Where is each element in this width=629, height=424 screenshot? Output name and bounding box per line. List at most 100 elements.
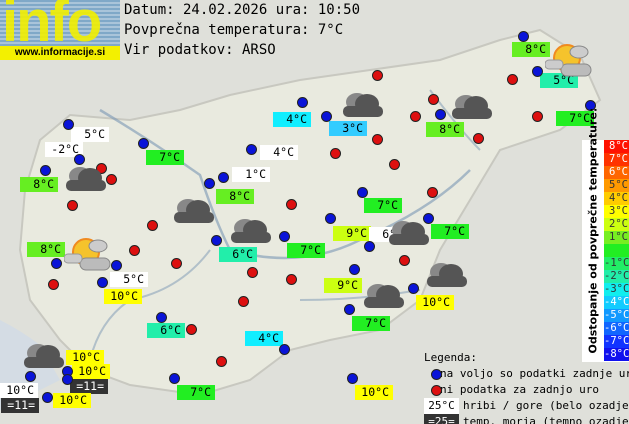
station-available-dot[interactable]	[532, 66, 543, 77]
station-missing-dot[interactable]	[171, 258, 182, 269]
scale-step: 5°C	[604, 179, 629, 192]
station-available-dot[interactable]	[138, 138, 149, 149]
logo[interactable]: info www.informacije.si	[0, 0, 120, 60]
station-missing-dot[interactable]	[247, 267, 258, 278]
legend-sea-text: temp. morja (temno ozadje)	[463, 415, 629, 424]
station-missing-dot[interactable]	[106, 174, 117, 185]
station-available-dot[interactable]	[156, 312, 167, 323]
scale-step: -3°C	[604, 283, 629, 296]
scale-step: 4°C	[604, 192, 629, 205]
cloudy-icon	[60, 163, 110, 197]
station-temperature: 7°C	[556, 111, 594, 126]
station-available-dot[interactable]	[111, 260, 122, 271]
station-available-dot[interactable]	[408, 283, 419, 294]
station-available-dot[interactable]	[40, 165, 51, 176]
station-temperature: 1°C	[232, 167, 270, 182]
scale-step: -7°C	[604, 335, 629, 348]
scale-step: -6°C	[604, 322, 629, 335]
station-available-dot[interactable]	[42, 392, 53, 403]
cloudy-icon	[337, 89, 387, 123]
station-available-dot[interactable]	[97, 277, 108, 288]
station-missing-dot[interactable]	[147, 220, 158, 231]
station-available-dot[interactable]	[51, 258, 62, 269]
station-missing-dot[interactable]	[399, 255, 410, 266]
station-missing-dot[interactable]	[473, 133, 484, 144]
station-available-dot[interactable]	[169, 373, 180, 384]
station-temperature: 7°C	[431, 224, 469, 239]
station-available-dot[interactable]	[204, 178, 215, 189]
station-available-dot[interactable]	[349, 264, 360, 275]
station-available-dot[interactable]	[218, 172, 229, 183]
station-available-dot[interactable]	[246, 144, 257, 155]
scale-step: 3°C	[604, 205, 629, 218]
station-temperature: 4°C	[260, 145, 298, 160]
station-missing-dot[interactable]	[216, 356, 227, 367]
station-available-dot[interactable]	[211, 235, 222, 246]
station-temperature: 9°C	[324, 278, 362, 293]
scale-step: -5°C	[604, 309, 629, 322]
deviation-scale: Odstopanje od povprečne temperature: 8°C…	[582, 108, 629, 362]
legend-red-text: ni podatka za zadnjo uro	[440, 383, 599, 396]
station-missing-dot[interactable]	[286, 274, 297, 285]
average-temperature: Povprečna temperatura: 7°C	[124, 22, 344, 38]
station-missing-dot[interactable]	[532, 111, 543, 122]
scale-step: -2°C	[604, 270, 629, 283]
station-available-dot[interactable]	[25, 371, 36, 382]
station-missing-dot[interactable]	[286, 199, 297, 210]
legend-title: Legenda:	[424, 351, 477, 364]
scale-step: 2°C	[604, 218, 629, 231]
station-temperature: 5°C	[110, 272, 148, 287]
station-missing-dot[interactable]	[186, 324, 197, 335]
station-temperature: 10°C	[0, 383, 38, 398]
station-available-dot[interactable]	[435, 109, 446, 120]
station-temperature: 10°C	[53, 393, 91, 408]
station-available-dot[interactable]	[364, 241, 375, 252]
station-missing-dot[interactable]	[428, 94, 439, 105]
cloudy-icon	[18, 340, 68, 374]
logo-text: info	[2, 0, 102, 54]
scale-step	[604, 244, 629, 257]
logo-url[interactable]: www.informacije.si	[0, 46, 120, 60]
station-temperature: 7°C	[146, 150, 184, 165]
station-available-dot[interactable]	[357, 187, 368, 198]
station-missing-dot[interactable]	[67, 200, 78, 211]
station-missing-dot[interactable]	[330, 148, 341, 159]
station-available-dot[interactable]	[347, 373, 358, 384]
station-temperature: 7°C	[287, 243, 325, 258]
station-available-dot[interactable]	[585, 100, 596, 111]
station-missing-dot[interactable]	[238, 296, 249, 307]
station-available-dot[interactable]	[325, 213, 336, 224]
station-temperature: 8°C	[27, 242, 65, 257]
station-missing-dot[interactable]	[389, 159, 400, 170]
scale-step: -4°C	[604, 296, 629, 309]
station-temperature: 10°C	[66, 350, 104, 365]
station-available-dot[interactable]	[74, 154, 85, 165]
station-missing-dot[interactable]	[372, 134, 383, 145]
station-available-dot[interactable]	[321, 111, 332, 122]
station-available-dot[interactable]	[279, 344, 290, 355]
station-missing-dot[interactable]	[427, 187, 438, 198]
station-temperature: 4°C	[245, 331, 283, 346]
blue-dot-icon	[431, 369, 442, 380]
legend: Legenda: na voljo so podatki zadnje ure …	[424, 350, 629, 424]
station-temperature: 7°C	[364, 198, 402, 213]
station-available-dot[interactable]	[63, 119, 74, 130]
station-temperature: 6°C	[219, 247, 257, 262]
station-temperature: 5°C	[71, 127, 109, 142]
station-available-dot[interactable]	[344, 304, 355, 315]
station-missing-dot[interactable]	[410, 111, 421, 122]
station-temperature: 10°C	[355, 385, 393, 400]
scale-step: -1°C	[604, 257, 629, 270]
station-available-dot[interactable]	[423, 213, 434, 224]
station-available-dot[interactable]	[297, 97, 308, 108]
station-missing-dot[interactable]	[129, 245, 140, 256]
station-available-dot[interactable]	[279, 231, 290, 242]
station-available-dot[interactable]	[518, 31, 529, 42]
sea-sample: =25=	[424, 414, 459, 424]
station-missing-dot[interactable]	[96, 163, 107, 174]
station-temperature: 8°C	[512, 42, 550, 57]
station-missing-dot[interactable]	[48, 279, 59, 290]
station-missing-dot[interactable]	[507, 74, 518, 85]
station-missing-dot[interactable]	[372, 70, 383, 81]
station-available-dot[interactable]	[62, 374, 73, 385]
